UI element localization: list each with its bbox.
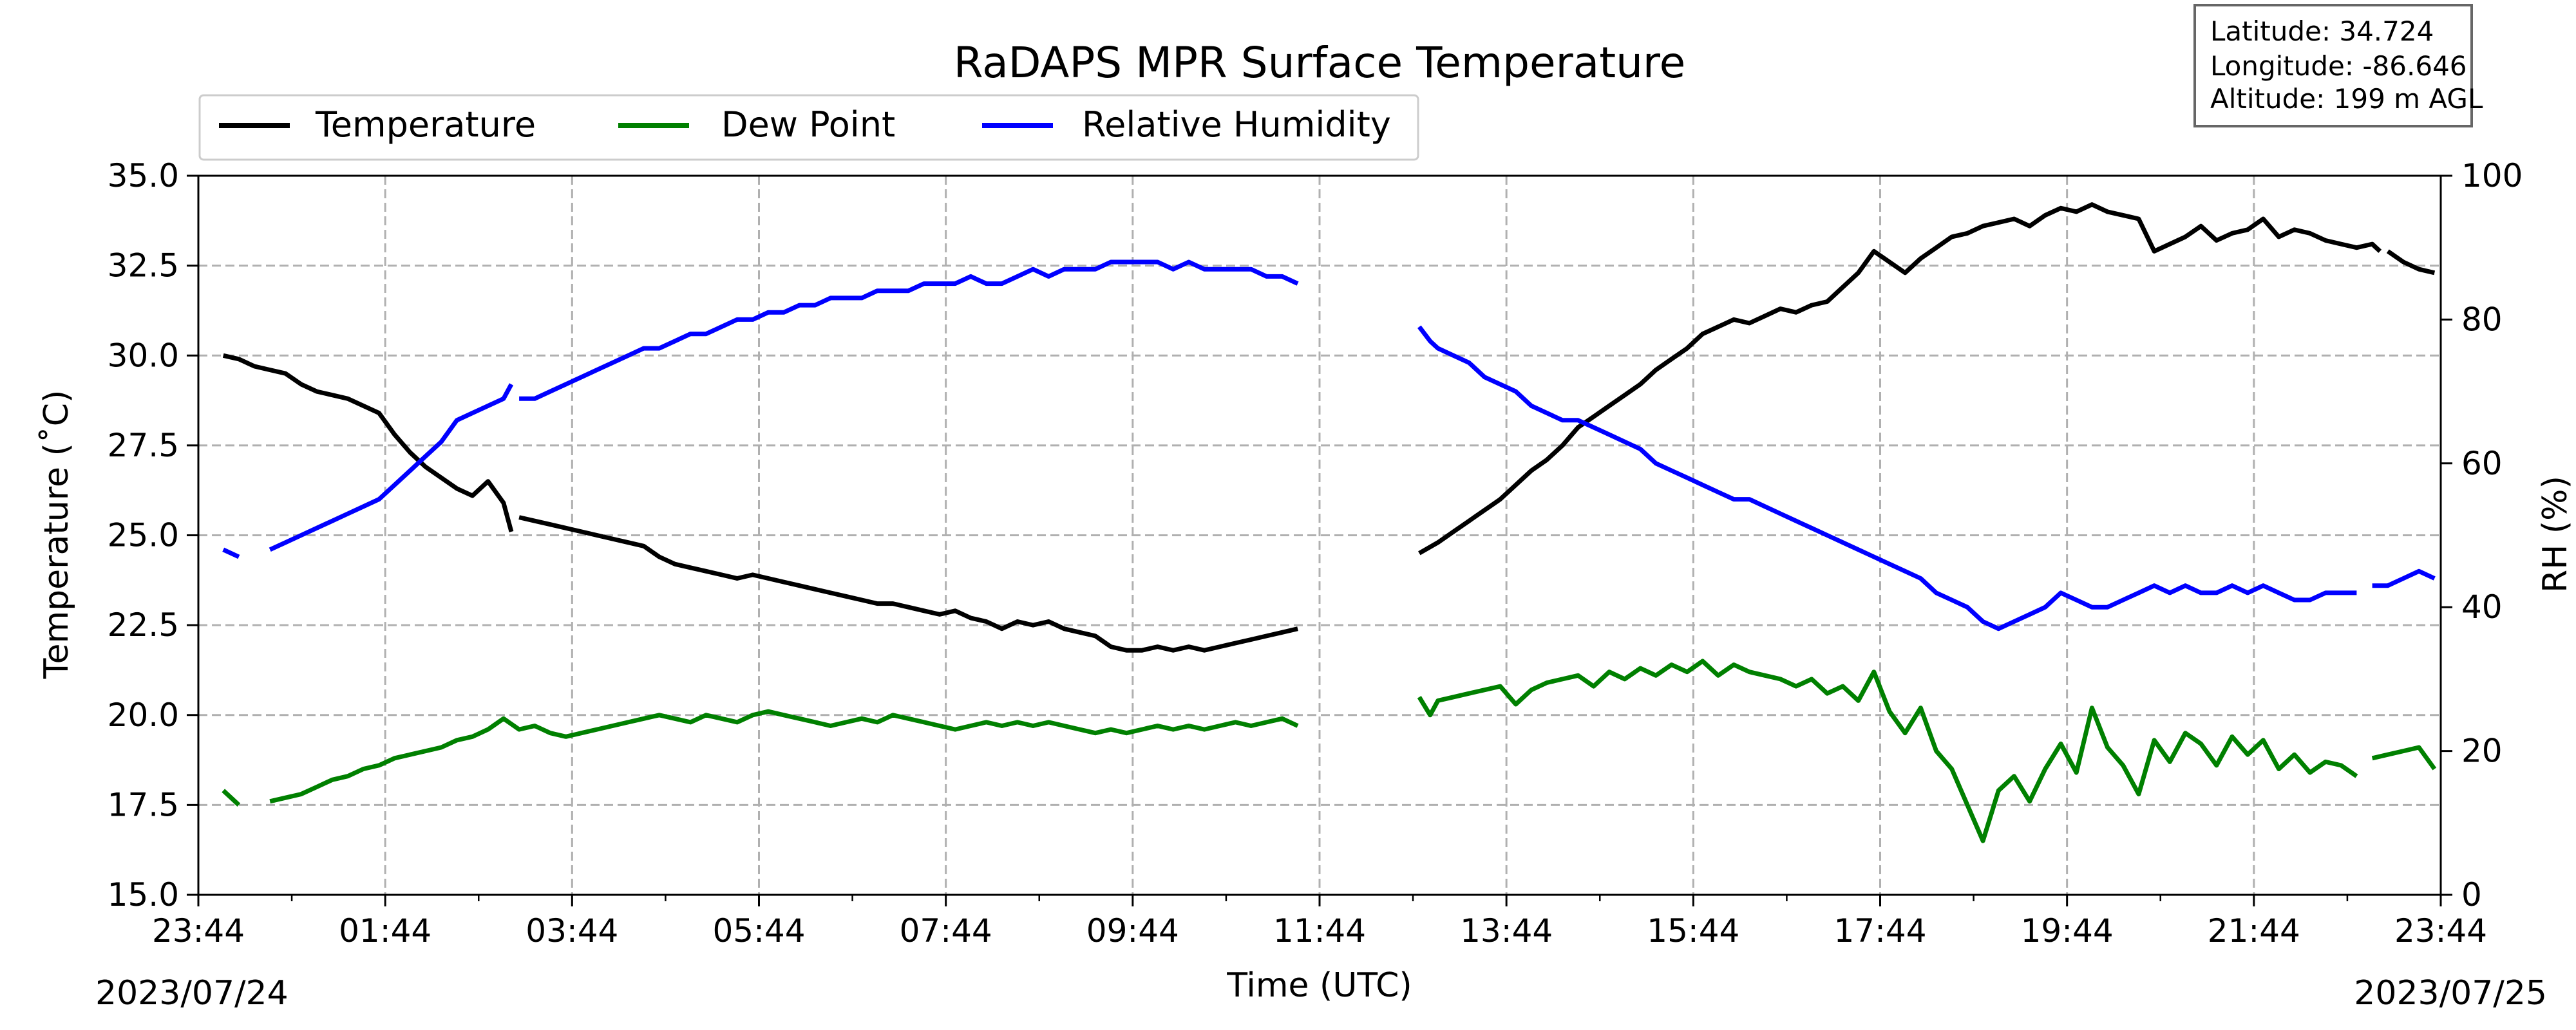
y-tick-label: 30.0 bbox=[108, 337, 179, 374]
y2-tick-label: 60 bbox=[2461, 445, 2503, 482]
y-tick-label: 35.0 bbox=[108, 157, 179, 194]
location-info-box: Latitude: 34.724 Longitude: -86.646 Alti… bbox=[2193, 4, 2483, 127]
series-line-temperature bbox=[2386, 249, 2436, 276]
x-tick-label: 21:44 bbox=[2208, 912, 2300, 950]
legend-label-dew-point: Dew Point bbox=[721, 104, 895, 145]
info-altitude: Altitude: 199 m AGL bbox=[2210, 83, 2483, 115]
series-line-dew-point bbox=[2371, 745, 2437, 771]
series-lines bbox=[222, 202, 2437, 843]
x-tick-label: 11:44 bbox=[1273, 912, 1366, 950]
x-tick-label: 17:44 bbox=[1833, 912, 1926, 950]
y2-tick-label: 80 bbox=[2461, 301, 2503, 338]
legend-label-relative-humidity: Relative Humidity bbox=[1082, 104, 1391, 145]
chart-title: RaDAPS MPR Surface Temperature bbox=[954, 38, 1685, 88]
x-tick-label: 09:44 bbox=[1086, 912, 1179, 950]
y-tick-label: 15.0 bbox=[108, 876, 179, 913]
legend-label-temperature: Temperature bbox=[315, 104, 536, 145]
start-date-label: 2023/07/24 bbox=[95, 974, 289, 1013]
x-tick-label: 19:44 bbox=[2021, 912, 2114, 950]
legend-frame bbox=[198, 94, 1419, 161]
x-tick-label: 13:44 bbox=[1460, 912, 1553, 950]
end-date-label: 2023/07/25 bbox=[2354, 974, 2547, 1013]
grid bbox=[198, 176, 2441, 895]
y2-tick-label: 0 bbox=[2461, 876, 2482, 913]
x-axis-title: Time (UTC) bbox=[1226, 966, 1412, 1005]
y2-tick-label: 40 bbox=[2461, 588, 2503, 626]
y-tick-label: 25.0 bbox=[108, 517, 179, 554]
legend: Temperature Dew Point Relative Humidity bbox=[198, 94, 1419, 161]
series-line-relative-humidity bbox=[2372, 568, 2436, 588]
x-tick-label: 23:44 bbox=[2394, 912, 2487, 950]
x-tick-label: 07:44 bbox=[900, 912, 992, 950]
y-tick-label: 27.5 bbox=[108, 427, 179, 464]
y2-tick-label: 100 bbox=[2461, 157, 2523, 194]
y-tick-label: 20.0 bbox=[108, 697, 179, 734]
series-line-relative-humidity bbox=[269, 383, 514, 552]
x-tick-label: 15:44 bbox=[1647, 912, 1739, 950]
x-tick-label: 03:44 bbox=[526, 912, 618, 950]
y-tick-label: 32.5 bbox=[108, 247, 179, 285]
series-line-dew-point bbox=[269, 709, 1299, 804]
y-axis-title: Temperature (˚C) bbox=[37, 390, 76, 680]
x-tick-label: 01:44 bbox=[339, 912, 431, 950]
series-line-dew-point bbox=[1417, 659, 2358, 843]
y2-axis-title: RH (%) bbox=[2536, 476, 2575, 593]
info-box-frame bbox=[2193, 4, 2473, 127]
y-tick-label: 17.5 bbox=[108, 786, 179, 823]
series-line-dew-point bbox=[222, 789, 241, 807]
series-line-relative-humidity bbox=[519, 259, 1299, 401]
y-tick-label: 22.5 bbox=[108, 606, 179, 644]
series-line-temperature bbox=[222, 353, 514, 532]
series-line-relative-humidity bbox=[222, 547, 240, 559]
info-latitude: Latitude: 34.724 bbox=[2210, 15, 2434, 47]
x-tick-label: 05:44 bbox=[712, 912, 805, 950]
axis-ticks: 23:44 01:44 03:44 05:44 07:44 09:44 11:44 13:44… bbox=[108, 157, 2523, 950]
x-tick-label: 23:44 bbox=[152, 912, 245, 950]
info-longitude: Longitude: -86.646 bbox=[2210, 50, 2467, 82]
y2-tick-label: 20 bbox=[2461, 733, 2503, 770]
series-line-relative-humidity bbox=[1417, 325, 2357, 632]
series-line-temperature bbox=[518, 515, 1298, 653]
